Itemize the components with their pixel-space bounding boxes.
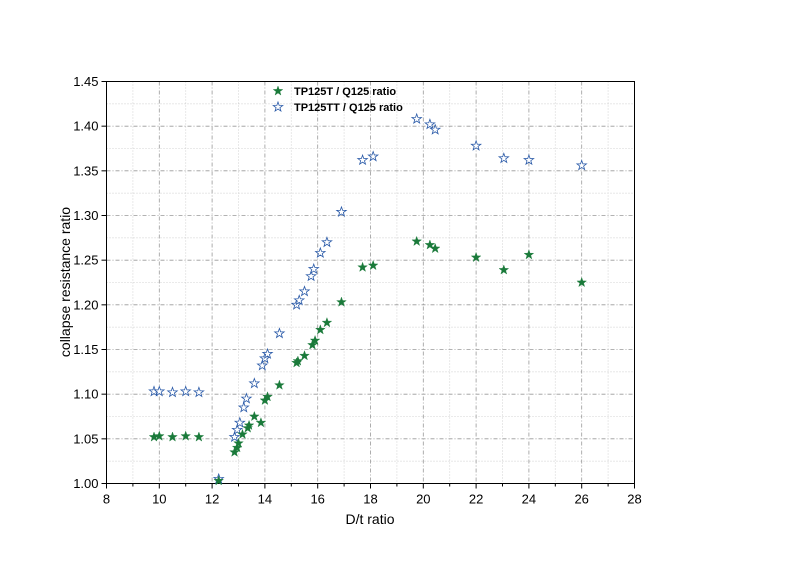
data-point-series-2 (367, 151, 379, 162)
data-point-series-2 (299, 285, 310, 296)
x-tick-label: 20 (416, 492, 430, 507)
x-tick-label: 24 (522, 492, 536, 507)
legend-star-series-1 (272, 85, 284, 96)
x-tick-label: 10 (152, 492, 166, 507)
y-axis-label: collapse resistance ratio (57, 207, 73, 357)
axis-ticks (101, 81, 635, 489)
y-tick-label: 1.15 (73, 342, 98, 357)
data-point-series-2 (234, 417, 246, 428)
y-tick-label: 1.00 (73, 476, 98, 491)
data-point-series-1 (367, 260, 379, 271)
y-tick-labels: 1.00 1.05 1.10 1.15 1.20 1.25 1.30 1.35 1.40 1.45 (73, 74, 98, 491)
y-tick-label: 1.40 (73, 119, 98, 134)
data-point-series-2 (498, 152, 510, 163)
y-tick-label: 1.20 (73, 297, 98, 312)
data-point-series-1 (357, 261, 368, 272)
data-points (148, 113, 587, 486)
y-tick-label: 1.30 (73, 208, 98, 223)
data-point-series-2 (238, 402, 250, 413)
y-tick-label: 1.05 (73, 431, 98, 446)
y-tick-label: 1.35 (73, 163, 98, 178)
data-point-series-2 (424, 118, 436, 129)
x-tick-label: 12 (205, 492, 219, 507)
x-axis-label: D/t ratio (345, 511, 394, 527)
x-tick-label: 18 (363, 492, 377, 507)
x-tick-label: 16 (310, 492, 324, 507)
data-point-series-2 (193, 386, 205, 397)
y-tick-label: 1.45 (73, 74, 98, 89)
data-point-series-1 (299, 350, 310, 361)
data-point-series-2 (241, 393, 252, 404)
data-point-series-1 (321, 317, 333, 328)
y-tick-label: 1.25 (73, 253, 98, 268)
data-point-series-2 (249, 377, 260, 388)
data-point-series-1 (167, 431, 178, 442)
data-point-series-1 (576, 277, 587, 288)
data-point-series-2 (308, 263, 319, 274)
data-point-series-2 (321, 236, 333, 247)
data-point-series-1 (523, 249, 535, 260)
legend: TP125T / Q125 ratio TP125TT / Q125 ratio (272, 85, 403, 114)
data-point-series-2 (274, 327, 285, 338)
data-point-series-1 (193, 431, 205, 442)
legend-marker-filled-star (272, 85, 284, 96)
x-tick-label: 22 (469, 492, 483, 507)
grid (106, 81, 635, 484)
data-point-series-1 (255, 417, 267, 428)
legend-marker-open-star (272, 101, 284, 112)
legend-label-series-1: TP125T / Q125 ratio (294, 86, 396, 98)
data-point-series-2 (167, 386, 178, 397)
legend-star-series-2 (272, 101, 284, 112)
y-tick-label: 1.10 (73, 387, 98, 402)
data-point-series-1 (498, 264, 510, 275)
data-point-series-2 (411, 113, 422, 124)
data-point-series-2 (315, 247, 326, 258)
data-point-series-1 (249, 411, 260, 422)
data-point-series-2 (357, 154, 368, 165)
data-point-series-2 (576, 159, 587, 171)
x-tick-labels: 8 10 12 14 16 18 20 22 24 26 28 (103, 492, 642, 507)
legend-label-series-2: TP125TT / Q125 ratio (294, 102, 403, 114)
data-point-series-1 (274, 379, 285, 390)
x-tick-label: 14 (258, 492, 272, 507)
x-tick-label: 26 (574, 492, 588, 507)
data-point-series-1 (315, 324, 326, 335)
data-point-series-2 (336, 206, 347, 217)
x-tick-label: 28 (627, 492, 641, 507)
x-tick-label: 8 (103, 492, 110, 507)
